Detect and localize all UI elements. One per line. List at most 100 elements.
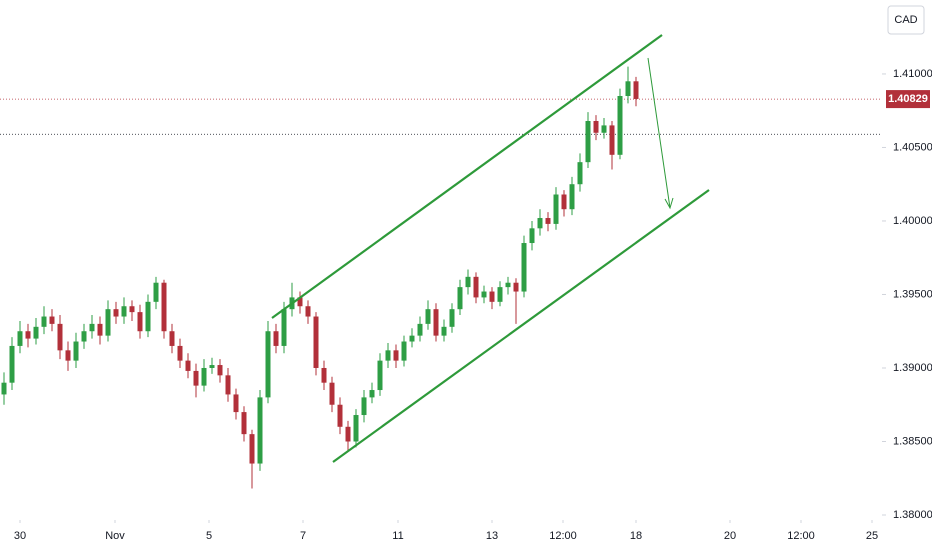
candle-body: [617, 96, 623, 155]
candle-body: [521, 243, 527, 292]
candle-body: [345, 426, 351, 442]
candle-body: [313, 316, 319, 368]
candle-body: [353, 415, 359, 442]
last-price-box: [886, 90, 930, 109]
candle-body: [553, 194, 559, 224]
x-tick-label: 12:00: [787, 530, 815, 542]
candle-body: [329, 382, 335, 405]
candle-body: [393, 350, 399, 361]
candle-body: [1, 382, 7, 395]
candle-body: [177, 345, 183, 361]
candle-body: [545, 218, 551, 224]
candle-body: [129, 306, 135, 313]
upper-trend-line: [271, 34, 663, 319]
arrow: [647, 57, 674, 210]
candle-body: [385, 350, 391, 361]
candle-body: [537, 218, 543, 229]
candle-body: [593, 120, 599, 133]
candle-body: [153, 282, 159, 302]
candle-body: [409, 335, 415, 342]
last-price-label: 1.40829: [888, 93, 928, 105]
x-tick-label: 18: [630, 530, 642, 542]
y-tick-label: 1.38000: [893, 509, 932, 521]
candle-body: [49, 316, 55, 324]
y-tick-label: 1.40500: [893, 141, 932, 153]
candle-body: [449, 309, 455, 327]
candle-body: [33, 326, 39, 339]
candle-body: [369, 390, 375, 398]
candle-body: [601, 125, 607, 133]
candle-body: [529, 228, 535, 244]
y-tick-label: 1.39000: [893, 362, 932, 374]
candle-body: [201, 367, 207, 386]
candle-body: [513, 282, 519, 292]
candle-body: [497, 287, 503, 302]
candle-body: [633, 81, 639, 99]
x-tick-label: 7: [300, 530, 306, 542]
candle-body: [297, 297, 303, 307]
candle-body: [217, 365, 223, 376]
candle-body: [25, 331, 31, 339]
candle-body: [585, 120, 591, 163]
candle-body: [481, 291, 487, 298]
candle-body: [361, 397, 367, 416]
candle-body: [305, 306, 311, 317]
candle-body: [225, 375, 231, 395]
candle-body: [489, 291, 495, 302]
candle-body: [401, 341, 407, 361]
candle-body: [17, 331, 23, 346]
candle-body: [473, 276, 479, 298]
candle-body: [121, 306, 127, 317]
candle-body: [377, 360, 383, 391]
candle-body: [113, 309, 119, 317]
candle-body: [569, 184, 575, 210]
candle-body: [465, 276, 471, 288]
candle-body: [241, 412, 247, 435]
y-tick-label: 1.41000: [893, 68, 932, 80]
candle-body: [65, 350, 71, 361]
x-tick-label: 13: [486, 530, 498, 542]
x-tick-label: 30: [14, 530, 26, 542]
x-tick-label: 25: [866, 530, 878, 542]
x-tick-label: 12:00: [549, 530, 577, 542]
candle-body: [609, 125, 615, 155]
candle-body: [257, 397, 263, 464]
lower-trend-line: [332, 189, 710, 463]
candle-body: [625, 81, 631, 97]
candle-body: [169, 331, 175, 346]
candle-body: [89, 323, 95, 332]
candle-body: [249, 434, 255, 464]
x-tick-label: 11: [392, 530, 403, 542]
candle-body: [281, 309, 287, 346]
candle-body: [441, 326, 447, 336]
candle-body: [417, 323, 423, 336]
candle-body: [97, 323, 103, 336]
candle-body: [265, 331, 271, 398]
candle-body: [321, 367, 327, 383]
x-tick-label: 5: [206, 530, 212, 542]
candle-body: [457, 287, 463, 310]
y-tick-label: 1.39500: [893, 288, 932, 300]
currency-box[interactable]: [887, 5, 925, 35]
candle-body: [161, 282, 167, 332]
candle-body: [185, 360, 191, 371]
candle-body: [425, 309, 431, 324]
x-tick-label: 20: [724, 530, 736, 542]
candle-body: [137, 312, 143, 332]
candle-body: [193, 370, 199, 386]
y-tick-label: 1.40000: [893, 215, 932, 227]
x-tick-label: Nov: [105, 530, 125, 542]
candle-body: [41, 316, 47, 327]
candle-body: [561, 194, 567, 210]
candle-body: [577, 162, 583, 185]
candle-body: [105, 309, 111, 336]
candle-body: [505, 282, 511, 288]
candle-body: [209, 365, 215, 368]
candle-body: [9, 345, 15, 383]
candle-body: [273, 331, 279, 346]
candle-body: [337, 404, 343, 427]
currency-label: CAD: [894, 14, 917, 26]
candle-body: [145, 301, 151, 332]
